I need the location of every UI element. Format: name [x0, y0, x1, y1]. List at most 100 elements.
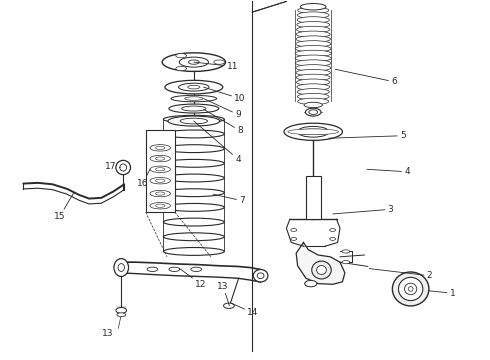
Ellipse shape — [305, 108, 321, 116]
Ellipse shape — [223, 303, 234, 309]
Ellipse shape — [297, 89, 329, 95]
Ellipse shape — [155, 204, 165, 207]
Ellipse shape — [150, 156, 171, 162]
Ellipse shape — [291, 229, 296, 231]
Ellipse shape — [180, 118, 208, 124]
Ellipse shape — [120, 164, 126, 171]
Ellipse shape — [295, 50, 331, 57]
Ellipse shape — [297, 22, 330, 28]
Ellipse shape — [296, 26, 330, 33]
Ellipse shape — [295, 55, 331, 62]
Ellipse shape — [169, 104, 219, 113]
Ellipse shape — [297, 84, 330, 90]
Ellipse shape — [171, 95, 217, 102]
Text: 13: 13 — [102, 329, 113, 338]
Ellipse shape — [118, 264, 124, 271]
Ellipse shape — [165, 80, 223, 94]
Text: 14: 14 — [231, 303, 259, 318]
Ellipse shape — [257, 273, 264, 279]
Ellipse shape — [300, 4, 326, 10]
Ellipse shape — [182, 106, 206, 111]
Ellipse shape — [150, 177, 171, 184]
Ellipse shape — [150, 166, 171, 172]
Text: 5: 5 — [329, 131, 406, 140]
Text: 1: 1 — [428, 289, 455, 298]
Bar — [306, 176, 320, 219]
Ellipse shape — [392, 272, 429, 306]
Ellipse shape — [342, 250, 350, 253]
Text: 3: 3 — [333, 205, 393, 214]
Ellipse shape — [305, 280, 317, 287]
Ellipse shape — [405, 283, 417, 295]
Ellipse shape — [155, 168, 165, 171]
Ellipse shape — [116, 160, 130, 175]
Text: 2: 2 — [369, 269, 432, 280]
Ellipse shape — [155, 157, 165, 160]
Ellipse shape — [176, 54, 187, 58]
Ellipse shape — [147, 267, 158, 271]
Ellipse shape — [155, 146, 165, 149]
Text: 12: 12 — [179, 268, 207, 289]
Ellipse shape — [214, 60, 224, 64]
Ellipse shape — [308, 130, 318, 134]
Ellipse shape — [116, 307, 126, 313]
Ellipse shape — [398, 277, 423, 301]
Ellipse shape — [295, 65, 331, 71]
Ellipse shape — [309, 110, 318, 114]
Ellipse shape — [330, 229, 336, 231]
Ellipse shape — [169, 267, 180, 271]
Ellipse shape — [162, 53, 225, 71]
Ellipse shape — [296, 31, 330, 37]
Ellipse shape — [342, 261, 350, 264]
Ellipse shape — [330, 238, 336, 240]
Text: 16: 16 — [137, 169, 150, 188]
Ellipse shape — [155, 179, 165, 182]
Bar — [146, 130, 175, 212]
Text: 15: 15 — [54, 193, 74, 221]
Ellipse shape — [295, 45, 331, 52]
Text: 9: 9 — [203, 99, 241, 119]
Ellipse shape — [297, 93, 329, 100]
Ellipse shape — [189, 60, 199, 64]
Ellipse shape — [291, 238, 296, 240]
Text: 4: 4 — [194, 121, 241, 164]
Ellipse shape — [296, 79, 330, 85]
Ellipse shape — [312, 261, 331, 279]
Ellipse shape — [295, 41, 331, 47]
Ellipse shape — [295, 60, 331, 66]
Text: 8: 8 — [203, 109, 243, 135]
Ellipse shape — [297, 12, 329, 18]
Ellipse shape — [294, 129, 332, 135]
Ellipse shape — [298, 7, 329, 14]
Ellipse shape — [297, 17, 329, 23]
Ellipse shape — [288, 129, 339, 135]
Ellipse shape — [117, 313, 125, 316]
Ellipse shape — [168, 116, 220, 126]
Text: 4: 4 — [367, 167, 410, 176]
Text: 13: 13 — [217, 282, 229, 306]
Ellipse shape — [296, 69, 330, 76]
Ellipse shape — [408, 287, 413, 291]
Polygon shape — [296, 243, 345, 284]
Ellipse shape — [114, 258, 128, 276]
Ellipse shape — [304, 102, 322, 108]
Text: 6: 6 — [335, 69, 397, 86]
Ellipse shape — [185, 97, 203, 100]
Ellipse shape — [179, 83, 209, 91]
Text: 7: 7 — [213, 194, 245, 205]
Ellipse shape — [284, 123, 343, 140]
Ellipse shape — [191, 267, 202, 271]
Ellipse shape — [296, 74, 330, 81]
Text: 10: 10 — [203, 87, 246, 103]
Text: 17: 17 — [105, 162, 120, 171]
Ellipse shape — [317, 266, 326, 274]
Ellipse shape — [297, 126, 329, 137]
Ellipse shape — [155, 192, 165, 195]
Ellipse shape — [253, 270, 268, 282]
Ellipse shape — [176, 66, 187, 71]
Ellipse shape — [150, 190, 171, 197]
Text: 11: 11 — [194, 62, 238, 71]
Ellipse shape — [150, 203, 171, 209]
Ellipse shape — [296, 36, 330, 42]
Ellipse shape — [150, 145, 171, 151]
